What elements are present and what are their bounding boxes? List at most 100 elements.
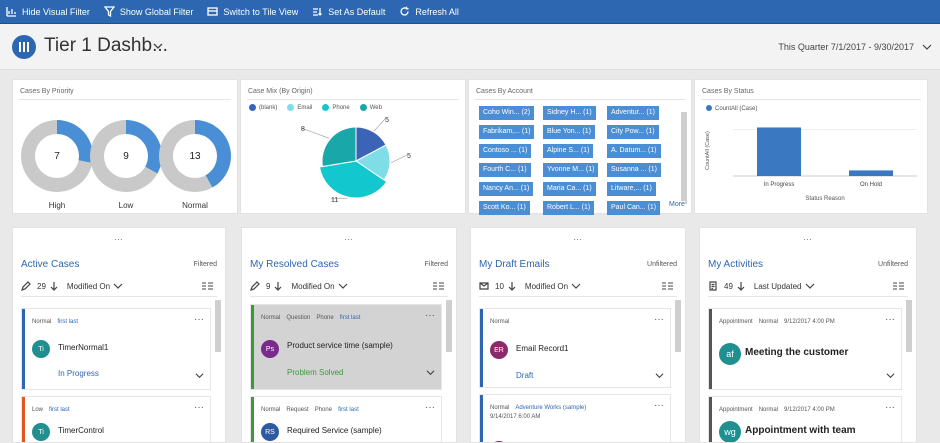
scrollbar[interactable]	[906, 300, 912, 352]
more-options-icon[interactable]: ···	[194, 314, 204, 325]
list-item[interactable]: Low first last ··· Ti TimerControl	[21, 396, 211, 442]
sort-arrow-down-icon[interactable]	[507, 281, 517, 291]
account-chip[interactable]: Coho Win... (2)	[479, 106, 535, 120]
item-title[interactable]: TimerNormal1	[58, 343, 109, 352]
chevron-down-icon[interactable]	[922, 42, 932, 52]
list-item[interactable]: Normal Question Phone first last ··· Ps Produc…	[250, 304, 442, 390]
account-chip[interactable]: Fabrikam,... (1)	[479, 125, 535, 139]
account-chip[interactable]: Scott Ko... (1)	[479, 201, 530, 215]
chevron-down-icon[interactable]	[571, 281, 581, 291]
switch-tile-view-button[interactable]: Switch to Tile View	[207, 6, 298, 17]
account-chip[interactable]: Litware,... (1)	[607, 182, 656, 196]
account-chip[interactable]: Susanna ... (1)	[607, 163, 661, 177]
bar[interactable]	[757, 127, 801, 176]
more-options-icon[interactable]: ···	[194, 402, 204, 413]
stream-title[interactable]: My Resolved Cases	[250, 259, 339, 270]
email-icon[interactable]	[479, 281, 489, 291]
set-default-button[interactable]: Set As Default	[312, 6, 385, 17]
sort-arrow-down-icon[interactable]	[49, 281, 59, 291]
item-title[interactable]: Appointment with team	[745, 425, 856, 436]
sort-field[interactable]: Last Updated	[753, 281, 802, 291]
priority-donut-normal[interactable]: 13	[159, 120, 231, 192]
status-bar-chart[interactable]: CountAll (Case) CountAll (Case) In Progres…	[695, 100, 927, 212]
refresh-all-button[interactable]: Refresh All	[399, 6, 459, 17]
account-chip[interactable]: Fourth C... (1)	[479, 163, 531, 177]
account-chip[interactable]: Yvonne M... (1)	[543, 163, 599, 177]
edit-pencil-icon[interactable]	[21, 281, 31, 291]
list-item[interactable]: Appointment Normal 9/12/2017 4:00 PM ··· af M…	[708, 308, 902, 390]
list-item[interactable]: Normal ··· ER Email Record1 Draft	[479, 308, 671, 388]
account-chip[interactable]: Alpine S... (1)	[543, 144, 594, 158]
stream-title[interactable]: Active Cases	[21, 259, 80, 270]
more-options-icon[interactable]: ···	[425, 310, 435, 321]
more-options-icon[interactable]: ···	[885, 402, 895, 413]
account-chip[interactable]: Maria Ca... (1)	[543, 182, 596, 196]
account-chip[interactable]: City Pow... (1)	[607, 125, 659, 139]
scrollbar[interactable]	[675, 300, 681, 352]
item-title[interactable]: Email Record1	[516, 344, 569, 353]
priority-donut-low[interactable]: 9	[90, 120, 162, 192]
sort-arrow-down-icon[interactable]	[273, 281, 283, 291]
priority-donut-high[interactable]: 7	[21, 120, 93, 192]
legend-item[interactable]: Web	[359, 104, 382, 111]
account-chip[interactable]: A. Datum... (1)	[607, 144, 661, 158]
legend-item[interactable]: Email	[287, 104, 312, 111]
view-options-icon[interactable]	[662, 281, 673, 291]
list-item[interactable]: Normal Adventure Works (sample) 9/14/2017 …	[479, 394, 671, 442]
more-options-icon[interactable]: ···	[654, 314, 664, 325]
more-options-icon[interactable]: ···	[425, 402, 435, 413]
sort-field[interactable]: Modified On	[291, 281, 335, 291]
period-selector[interactable]: This Quarter 7/1/2017 - 9/30/2017	[778, 42, 914, 52]
dashboard-title[interactable]: Tier 1 Dashb...	[44, 35, 168, 56]
pie-slice[interactable]	[318, 160, 388, 199]
chevron-down-icon[interactable]	[655, 371, 664, 380]
drag-handle[interactable]: …	[573, 232, 582, 242]
view-options-icon[interactable]	[893, 281, 904, 291]
chevron-down-icon[interactable]	[805, 281, 815, 291]
list-item[interactable]: Appointment Normal 9/12/2017 4:00 PM ··· wg A…	[708, 396, 902, 442]
account-chip[interactable]: Blue Yon... (1)	[543, 125, 595, 139]
pie-slice[interactable]	[321, 126, 357, 168]
more-link[interactable]: More	[668, 201, 685, 208]
sort-field[interactable]: Modified On	[66, 281, 111, 291]
chevron-down-icon[interactable]	[195, 371, 204, 380]
drag-handle[interactable]: …	[803, 232, 812, 242]
more-options-icon[interactable]: ···	[654, 400, 664, 411]
case-mix-pie-chart[interactable]: 5 5 11 8	[291, 116, 421, 206]
more-options-icon[interactable]: ···	[885, 314, 895, 325]
account-chip[interactable]: Robert L... (1)	[543, 201, 595, 215]
hide-visual-filter-button[interactable]: Hide Visual Filter	[6, 6, 90, 17]
item-title[interactable]: Required Service (sample)	[287, 426, 382, 435]
scrollbar[interactable]	[681, 112, 687, 204]
view-options-icon[interactable]	[202, 281, 213, 291]
list-item[interactable]: Normal Request Phone first last ··· RS Require…	[250, 396, 442, 442]
stream-title[interactable]: My Draft Emails	[479, 259, 550, 270]
account-chip[interactable]: Adventur... (1)	[607, 106, 659, 120]
scrollbar[interactable]	[215, 300, 221, 352]
show-global-filter-button[interactable]: Show Global Filter	[103, 6, 193, 17]
account-chip[interactable]: Paul Can... (1)	[607, 201, 661, 215]
drag-handle[interactable]: …	[344, 232, 353, 242]
list-item[interactable]: Normal first last ··· Ti TimerNormal1 In Prog…	[21, 308, 211, 390]
activity-icon[interactable]	[708, 281, 718, 291]
chevron-down-icon[interactable]	[113, 281, 123, 291]
legend-item[interactable]: (blank)	[249, 104, 277, 111]
drag-handle[interactable]: …	[114, 232, 123, 242]
item-title[interactable]: Meeting the customer	[745, 347, 849, 358]
view-options-icon[interactable]	[433, 281, 444, 291]
bar[interactable]	[849, 170, 893, 176]
account-chip[interactable]: Nancy An... (1)	[479, 182, 534, 196]
item-title[interactable]: TimerControl	[58, 426, 104, 435]
scrollbar[interactable]	[446, 300, 452, 352]
sort-arrow-down-icon[interactable]	[736, 281, 746, 291]
account-chip[interactable]: Contoso ... (1)	[479, 144, 532, 158]
stream-title[interactable]: My Activities	[708, 259, 764, 270]
item-title[interactable]: Product service time (sample)	[287, 341, 393, 350]
account-chip[interactable]: Sidney H... (1)	[543, 106, 596, 120]
chevron-down-icon[interactable]	[152, 40, 164, 52]
chevron-down-icon[interactable]	[426, 368, 435, 377]
legend-item[interactable]: Phone	[322, 104, 350, 111]
chevron-down-icon[interactable]	[886, 371, 895, 380]
edit-pencil-icon[interactable]	[250, 281, 260, 291]
chevron-down-icon[interactable]	[338, 281, 348, 291]
